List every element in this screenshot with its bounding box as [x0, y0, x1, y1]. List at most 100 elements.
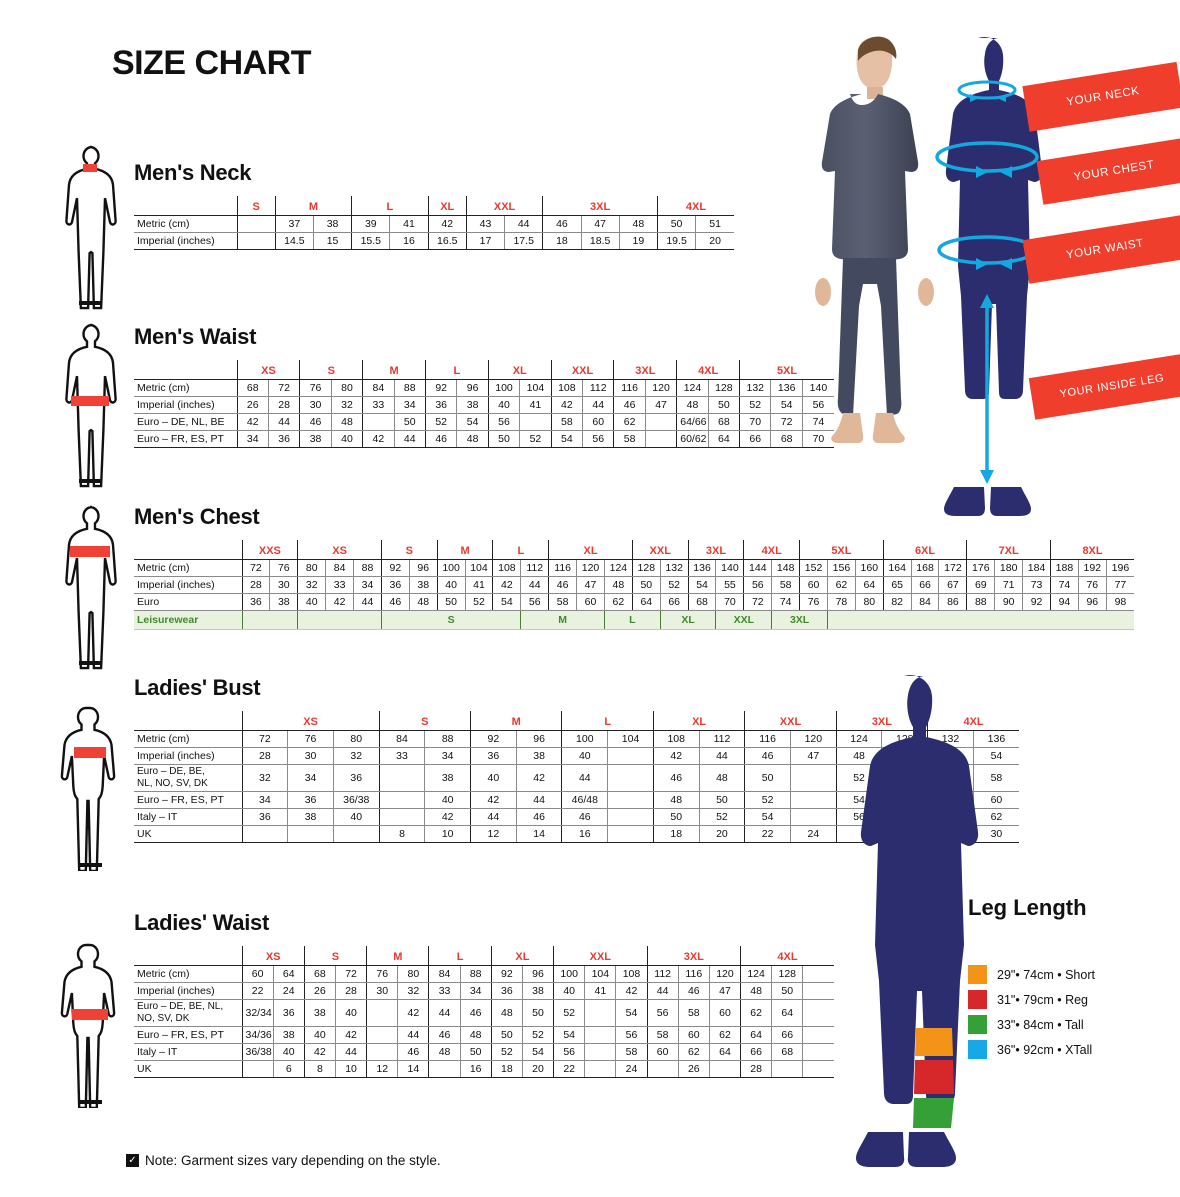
table-cell: 42 — [325, 593, 354, 611]
section-title: Men's Chest — [134, 504, 260, 529]
table-cell: 160 — [854, 559, 884, 577]
table-cell: 16 — [459, 1060, 492, 1078]
table-cell: 50 — [393, 413, 426, 431]
table-cell — [771, 1060, 803, 1078]
table-cell: 58 — [677, 999, 710, 1027]
table-cell: 60/62 — [676, 430, 709, 448]
table-cell: 18 — [542, 232, 582, 250]
table-cell: 18.5 — [580, 232, 620, 250]
table-cell: 12 — [366, 1060, 398, 1078]
table-cell: 56 — [553, 1043, 585, 1061]
table-cell: 108 — [615, 965, 648, 983]
table-cell: 104 — [584, 965, 616, 983]
table-cell: 12 — [470, 825, 517, 843]
legend-swatch-reg — [968, 990, 987, 1009]
table-cell: 136 — [687, 559, 716, 577]
table-cell: 68 — [707, 413, 740, 431]
table-header-row: XXS XS S M L XL XXL 3XL 4XL 5XL 6XL 7XL 8XL — [134, 540, 1135, 560]
leisurewear-row: Leisurewear S M L XL XXL 3XL — [134, 610, 1135, 630]
table-row: Metric (cm) 72 76 80 84 88 92 96 100 104 108 112 116… — [134, 559, 1135, 577]
table-cell: 66 — [910, 576, 939, 594]
table-cell: 8 — [378, 825, 425, 843]
table-row: Imperial (inches) 22 24 26 28 30 32 33 34 36 38 40 4… — [134, 982, 835, 1000]
table-cell — [790, 791, 837, 809]
table-cell: 60 — [799, 576, 828, 594]
table-cell: 41 — [519, 396, 552, 414]
table-cell: 192 — [1077, 559, 1107, 577]
size-table-ladies-waist: XS S M L XL XXL 3XL 4XL Metric (cm) 60 64 68 72 76 80 8… — [134, 946, 835, 1078]
table-cell: 64 — [272, 965, 305, 983]
row-label: Imperial (inches) — [134, 396, 238, 414]
table-cell: 38 — [408, 576, 438, 594]
section-title: Ladies' Waist — [134, 910, 269, 935]
table-cell: 48 — [835, 747, 882, 765]
table-cell: 36 — [241, 808, 288, 826]
row-label: UK — [134, 825, 242, 843]
table-cell: 176 — [966, 559, 995, 577]
table-cell: 100 — [487, 379, 520, 397]
table-cell: 120 — [708, 965, 741, 983]
table-cell: 50 — [652, 808, 700, 826]
table-cell: 68 — [771, 1043, 803, 1061]
size-header-XXL: XXL — [465, 196, 543, 216]
size-table-mens-waist: XS S M L XL XXL 3XL 4XL 5XL Metric (cm) 68 72 76 80 84… — [134, 360, 834, 448]
table-container-mens-waist: XS S M L XL XXL 3XL 4XL 5XL Metric (cm) 68 72 76 80 84… — [134, 360, 834, 448]
table-cell: 17.5 — [504, 232, 543, 250]
table-cell: 47 — [644, 396, 677, 414]
table-cell — [584, 1043, 616, 1061]
leisurewear-cell: L — [603, 610, 661, 630]
row-label: Euro – DE, BE, NL, NO, SV, DK — [134, 764, 242, 792]
table-cell: 36 — [380, 576, 410, 594]
table-cell — [646, 1060, 679, 1078]
table-cell: 96 — [521, 965, 554, 983]
legend-swatch-xtall — [968, 1040, 987, 1059]
row-label: Euro – FR, ES, PT — [134, 430, 238, 448]
table-cell: 52 — [521, 1026, 554, 1044]
table-cell: 100 — [561, 730, 608, 748]
table-cell: 28 — [740, 1060, 772, 1078]
table-cell: 104 — [519, 379, 552, 397]
table-corner-cell — [134, 360, 238, 380]
table-cell: 50 — [656, 215, 696, 233]
table-cell — [644, 430, 677, 448]
table-cell: 196 — [1105, 559, 1135, 577]
table-cell: 22 — [553, 1060, 585, 1078]
size-header-S: S — [378, 711, 471, 731]
table-row: Imperial (inches) 26 28 30 32 33 34 36 38 40 41 42 4… — [134, 396, 834, 414]
table-cell: 33 — [362, 396, 395, 414]
table-cell: 32 — [330, 396, 363, 414]
table-corner-cell — [134, 196, 238, 216]
table-cell: 82 — [882, 593, 912, 611]
table-cell: 42 — [334, 1026, 367, 1044]
table-cell: 10 — [424, 825, 471, 843]
table-cell: 48 — [459, 1026, 492, 1044]
table-cell: 38 — [521, 982, 554, 1000]
size-header-XXL: XXL — [744, 711, 837, 731]
table-cell: 34/36 — [241, 1026, 274, 1044]
table-cell: 30 — [366, 982, 398, 1000]
table-cell: 54 — [553, 1026, 585, 1044]
table-cell: 6 — [272, 1060, 305, 1078]
table-cell: 55 — [715, 576, 744, 594]
size-header-XL: XL — [427, 196, 467, 216]
row-label: Italy – IT — [134, 1043, 242, 1061]
table-cell: 26 — [677, 1060, 710, 1078]
row-label: Euro — [134, 593, 242, 611]
table-corner-cell — [134, 540, 242, 560]
table-cell: 136 — [770, 379, 803, 397]
table-cell: 24 — [790, 825, 837, 843]
legend-label: 33"• 84cm • Tall — [997, 1017, 1084, 1032]
table-cell: 36/38 — [332, 791, 380, 809]
table-cell: 32 — [297, 576, 326, 594]
size-header-3XL: 3XL — [835, 711, 928, 731]
section-mens-waist: Men's Waist XS S M L XL XXL 3XL 4XL 5XL Metric (c… — [134, 324, 834, 448]
table-cell: 36 — [272, 999, 305, 1027]
table-cell: 15 — [312, 232, 352, 250]
table-cell: 40 — [436, 576, 466, 594]
table-cell: 72 — [267, 379, 300, 397]
table-cell: 22 — [241, 982, 274, 1000]
legend-label: 29"• 74cm • Short — [997, 967, 1095, 982]
section-title: Men's Waist — [134, 324, 257, 349]
table-cell: 60 — [582, 413, 614, 431]
table-container-mens-neck: S M L XL XXL 3XL 4XL Metric (cm) 37 38 39 41 42 43 44 4… — [134, 196, 734, 250]
